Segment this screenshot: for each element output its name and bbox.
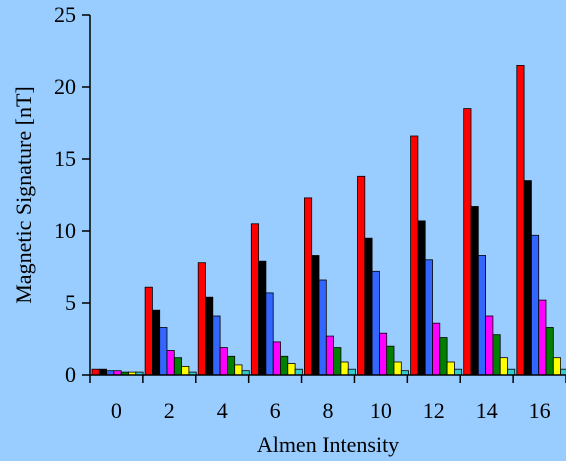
- bar-cat-6-series-6: [287, 363, 296, 376]
- bar-cat-6-series-7: [294, 368, 303, 376]
- bar-cat-0-series-2: [98, 368, 108, 376]
- x-tick-label: 0: [111, 398, 122, 423]
- x-tick-label: 6: [270, 398, 281, 423]
- bar-cat-16-series-2: [523, 180, 532, 376]
- bar-cat-10-series-5: [386, 345, 395, 376]
- bar-cat-4-series-5: [226, 355, 236, 376]
- bar-cat-6-series-2: [258, 260, 267, 376]
- x-tick-label: 2: [164, 398, 175, 423]
- bar-cat-12-series-2: [417, 220, 426, 376]
- bar-cat-0-series-1: [91, 368, 100, 376]
- bar-cat-4-series-1: [197, 262, 206, 376]
- bar-cat-8-series-6: [340, 361, 349, 376]
- bar-cat-2-series-5: [173, 357, 183, 376]
- bar-cat-16-series-7: [560, 368, 566, 376]
- x-tick-label: 14: [476, 398, 498, 423]
- bar-cat-12-series-5: [439, 337, 448, 376]
- bar-cat-6-series-4: [272, 341, 281, 376]
- x-tick-label: 4: [217, 398, 228, 423]
- bar-cat-16-series-5: [545, 327, 554, 376]
- bar-cat-12-series-4: [432, 322, 441, 376]
- bar-cat-14-series-7: [507, 368, 516, 376]
- y-tick-label: 10: [54, 218, 76, 243]
- bar-cat-16-series-4: [538, 299, 547, 376]
- bar-cat-4-series-3: [212, 315, 221, 376]
- bar-cat-4-series-2: [205, 296, 214, 376]
- bar-cat-12-series-7: [453, 368, 463, 376]
- bar-cat-14-series-6: [499, 357, 508, 376]
- bar-cat-2-series-2: [151, 309, 161, 376]
- bar-cat-16-series-1: [516, 65, 525, 376]
- bar-cat-2-series-3: [159, 327, 168, 376]
- bar-cat-12-series-6: [446, 361, 455, 376]
- y-tick-label: 0: [65, 362, 76, 387]
- bar-cat-6-series-1: [250, 223, 260, 376]
- bar-cat-16-series-6: [552, 357, 561, 376]
- bar-cat-2-series-4: [166, 350, 175, 376]
- bar-cat-14-series-2: [470, 206, 479, 376]
- bar-cat-4-series-6: [234, 364, 243, 376]
- x-tick-label: 12: [423, 398, 445, 423]
- x-axis-title: Almen Intensity: [257, 432, 399, 457]
- bar-cat-14-series-5: [492, 334, 501, 376]
- bar-cat-10-series-6: [393, 361, 402, 376]
- bar-cat-8-series-2: [311, 255, 320, 376]
- bar-cat-16-series-3: [531, 234, 540, 376]
- bar-cat-8-series-1: [303, 197, 313, 376]
- bar-cat-8-series-4: [325, 335, 334, 376]
- bar-cat-10-series-3: [371, 270, 380, 376]
- bar-cat-10-series-2: [364, 237, 373, 376]
- x-tick-label: 16: [529, 398, 551, 423]
- bar-cat-14-series-1: [463, 108, 472, 376]
- bar-cat-6-series-3: [265, 292, 274, 376]
- bar-cat-4-series-4: [219, 347, 228, 376]
- axes-layer: [89, 15, 566, 376]
- bar-cat-10-series-1: [357, 175, 366, 376]
- y-tick-label: 15: [54, 146, 76, 171]
- bar-cat-8-series-7: [347, 368, 356, 376]
- x-tick-label: 8: [323, 398, 334, 423]
- y-tick-label: 20: [54, 74, 76, 99]
- bar-cat-12-series-1: [410, 135, 419, 376]
- bar-cat-6-series-5: [280, 355, 289, 376]
- bar-cat-12-series-3: [424, 259, 433, 376]
- bars-layer: [91, 65, 566, 376]
- bar-cat-2-series-6: [181, 365, 190, 376]
- bar-cat-10-series-4: [378, 332, 388, 376]
- bar-cat-14-series-4: [485, 315, 494, 376]
- bar-cat-8-series-3: [318, 279, 327, 376]
- y-tick-label: 5: [65, 290, 76, 315]
- y-tick-label: 25: [54, 2, 76, 27]
- y-axis-title: Magnetic Signature [nT]: [11, 86, 36, 304]
- bar-cat-14-series-3: [477, 255, 486, 376]
- bar-cat-8-series-5: [333, 347, 342, 376]
- bar-cat-2-series-1: [144, 286, 153, 376]
- ticks-layer: 0 5 10 15 20 25 0 2 4 6 8 10 12 14 16: [54, 2, 566, 423]
- x-tick-label: 10: [370, 398, 392, 423]
